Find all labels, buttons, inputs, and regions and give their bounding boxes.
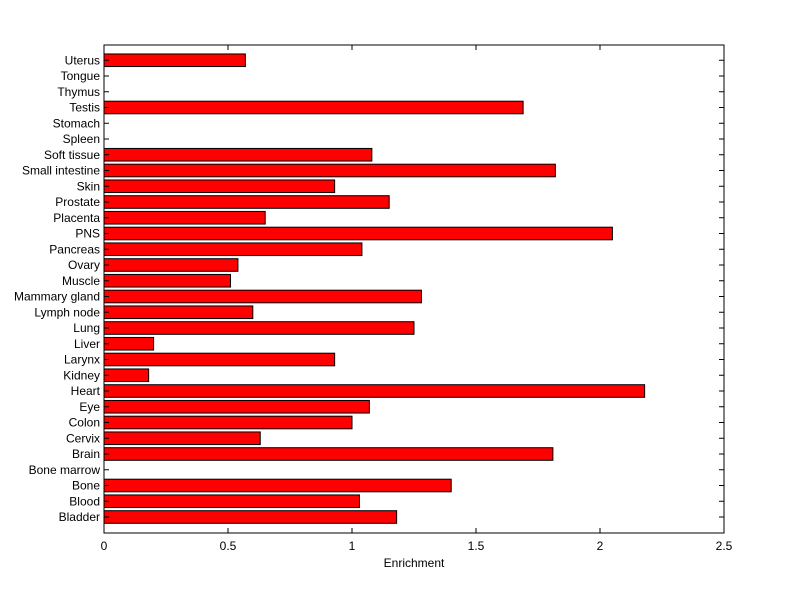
x-tick-label: 0 — [101, 539, 108, 553]
y-tick-label-bone: Bone — [72, 479, 100, 493]
y-tick-label-colon: Colon — [69, 416, 100, 430]
bar-colon — [103, 415, 353, 430]
y-tick-label-pancreas: Pancreas — [49, 242, 100, 256]
y-tick-label-eye: Eye — [79, 400, 100, 414]
bar-larynx — [103, 352, 336, 367]
bar-placenta — [103, 210, 266, 225]
y-tick-label-small-intestine: Small intestine — [22, 164, 100, 178]
x-tick-label: 0.5 — [220, 539, 237, 553]
y-tick-label-lymph-node: Lymph node — [34, 305, 100, 319]
x-tick-label: 1.5 — [468, 539, 485, 553]
bar-prostate — [103, 195, 390, 209]
x-axis-title: Enrichment — [384, 556, 445, 570]
y-tick-label-soft-tissue: Soft tissue — [44, 148, 100, 162]
bar-cervix — [103, 431, 261, 446]
bar-brain — [103, 447, 554, 461]
bar-kidney — [103, 368, 150, 383]
bar-pancreas — [103, 242, 363, 257]
bar-bone — [103, 478, 452, 493]
x-tick-label: 2 — [597, 539, 604, 553]
y-tick-label-blood: Blood — [69, 494, 100, 508]
bar-ovary — [103, 258, 239, 272]
bar-lymph-node — [103, 305, 254, 320]
bar-blood — [103, 494, 360, 509]
y-tick-label-ovary: Ovary — [68, 258, 100, 272]
y-tick-label-pns: PNS — [75, 227, 100, 241]
bar-mammary-gland — [103, 289, 422, 304]
y-tick-label-cervix: Cervix — [66, 431, 100, 445]
bar-muscle — [103, 273, 231, 288]
bar-small-intestine — [103, 163, 556, 178]
x-tick-label: 2.5 — [716, 539, 733, 553]
bar-heart — [103, 384, 646, 398]
y-tick-label-mammary-gland: Mammary gland — [14, 290, 100, 304]
y-tick-label-tongue: Tongue — [61, 69, 101, 83]
y-tick-label-thymus: Thymus — [57, 85, 100, 99]
y-tick-label-heart: Heart — [71, 384, 101, 398]
bar-uterus — [103, 53, 246, 68]
x-tick-label: 1 — [349, 539, 356, 553]
bar-skin — [103, 179, 336, 194]
bar-soft-tissue — [103, 147, 373, 162]
bar-eye — [103, 399, 370, 414]
bar-testis — [103, 100, 524, 115]
y-tick-label-kidney: Kidney — [63, 368, 100, 382]
y-tick-label-spleen: Spleen — [63, 132, 100, 146]
plot-frame — [103, 44, 725, 534]
y-tick-label-muscle: Muscle — [62, 274, 100, 288]
y-tick-label-uterus: Uterus — [65, 53, 100, 67]
y-tick-label-skin: Skin — [77, 179, 100, 193]
y-tick-label-prostate: Prostate — [55, 195, 100, 209]
bar-liver — [103, 336, 155, 351]
y-tick-label-lung: Lung — [73, 321, 100, 335]
y-tick-label-bladder: Bladder — [59, 510, 100, 524]
y-tick-label-stomach: Stomach — [53, 116, 100, 130]
bar-bladder — [103, 510, 398, 524]
y-tick-label-testis: Testis — [69, 101, 100, 115]
bar-pns — [103, 226, 613, 241]
y-tick-label-bone-marrow: Bone marrow — [29, 463, 101, 477]
y-tick-label-larynx: Larynx — [64, 353, 100, 367]
y-tick-label-placenta: Placenta — [53, 211, 100, 225]
bar-lung — [103, 321, 415, 335]
y-tick-label-liver: Liver — [74, 337, 100, 351]
y-tick-label-brain: Brain — [72, 447, 100, 461]
